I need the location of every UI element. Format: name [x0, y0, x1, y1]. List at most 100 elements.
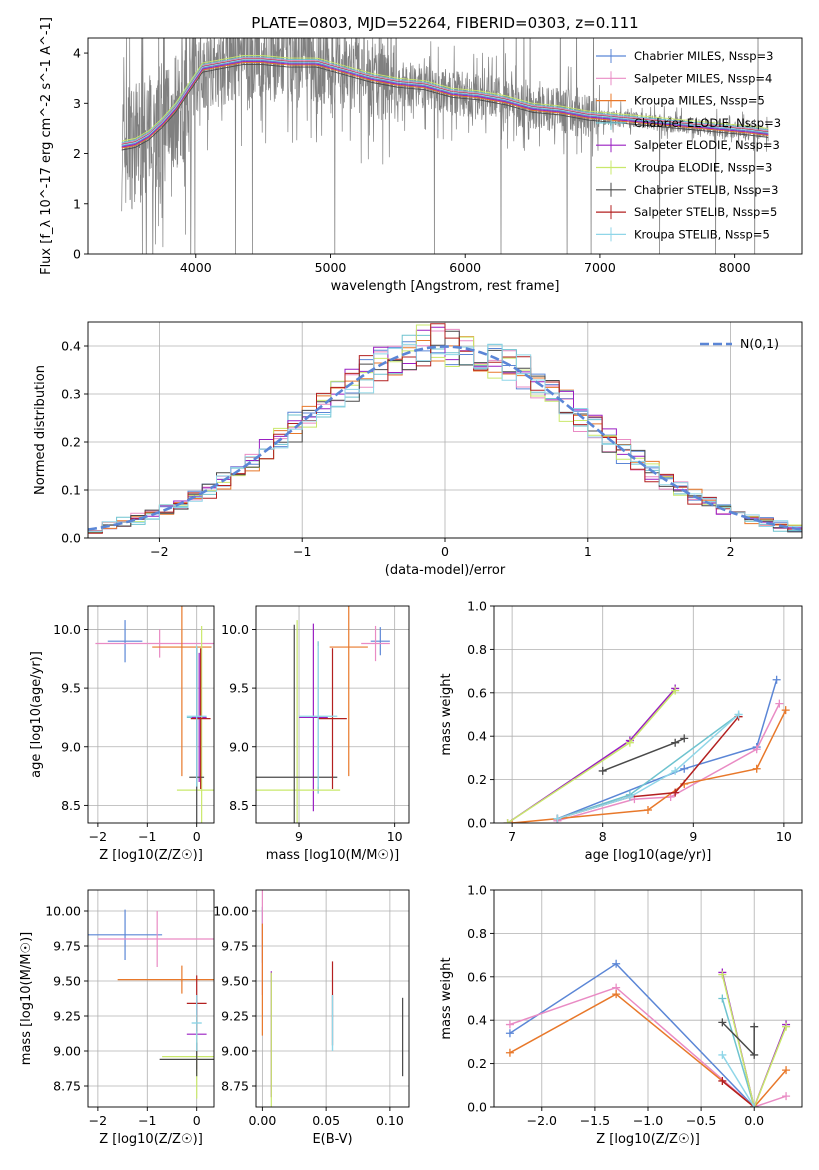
weight-marker — [505, 1029, 514, 1038]
weight-line-7 — [557, 716, 740, 820]
weight-marker — [598, 766, 607, 775]
axes-frame — [255, 889, 410, 1108]
x-tick-label: 6000 — [449, 260, 481, 275]
x-tick-label: 0.10 — [376, 1113, 404, 1128]
plot-area — [88, 323, 802, 537]
age-vs-metallicity-panel: −2 −1 0 8.5 9.0 9.5 10.0 Z [log10(Z/Z☉)] age [lo… — [29, 605, 215, 863]
weight-marker — [671, 766, 680, 775]
weight-marker — [505, 1048, 514, 1057]
y-tick-label: 0.0 — [467, 1100, 487, 1115]
legend-normal-label: N(0,1) — [740, 336, 779, 351]
y-tick-label: 0.3 — [61, 387, 81, 402]
y-tick-label: 10.0 — [53, 622, 81, 637]
weight-marker — [718, 970, 727, 979]
legend-label-8: Kroupa STELIB, Nssp=5 — [634, 227, 770, 241]
y-tick-label: 9.50 — [53, 974, 81, 989]
x-axis-label: Z [log10(Z/Z☉)] — [596, 1132, 700, 1147]
legend-label-5: Kroupa ELODIE, Nssp=3 — [634, 161, 772, 175]
plot-area — [503, 675, 790, 823]
legend-label-2: Kroupa MILES, Nssp=5 — [634, 94, 765, 108]
x-tick-label: 1 — [584, 544, 592, 559]
y-tick-label: 0.4 — [467, 1013, 487, 1028]
y-tick-label: 1 — [73, 196, 81, 211]
y-tick-label: 0.6 — [467, 685, 487, 700]
plot-area — [261, 890, 404, 1107]
x-tick-label: 0.00 — [248, 1113, 276, 1128]
residuals-panel: −2 −1 0 1 2 0.0 0.1 0.2 0.3 0.4 (data-model)/error… — [33, 321, 803, 578]
x-tick-label: −1.0 — [633, 1113, 663, 1128]
y-tick-label: 10.0 — [221, 622, 249, 637]
legend-label-3: Chabrier ELODIE, Nssp=3 — [634, 116, 781, 130]
weight-marker — [718, 1076, 727, 1085]
x-tick-label: −0.5 — [686, 1113, 716, 1128]
y-axis-label: Flux [f_λ 10^-17 erg cm^-2 s^-1 A^-1] — [39, 17, 54, 275]
y-tick-label: 9.00 — [221, 1044, 249, 1059]
weight-line-5 — [507, 690, 676, 823]
y-tick-label: 9.00 — [53, 1044, 81, 1059]
y-tick-label: 8.75 — [53, 1079, 81, 1094]
mass-vs-ebv-panel: 0.00 0.05 0.10 8.75 9.00 9.25 9.50 9.75 10.00 E(B… — [213, 889, 410, 1147]
weight-line-2 — [509, 993, 787, 1107]
weight-line-1 — [509, 986, 787, 1107]
x-tick-label: −2 — [150, 544, 168, 559]
x-tick-label: −2.0 — [527, 1113, 557, 1128]
x-tick-label: 10 — [387, 829, 403, 844]
x-tick-label: 7 — [508, 829, 516, 844]
x-tick-label: 0.05 — [312, 1113, 340, 1128]
model-spectrum-line-5 — [121, 55, 769, 142]
weight-marker — [612, 990, 621, 999]
weight-marker — [781, 706, 790, 715]
weight-marker — [772, 675, 781, 684]
weight-line-3 — [721, 998, 755, 1107]
y-tick-label: 0.1 — [61, 483, 81, 498]
axes-frame — [87, 605, 215, 824]
x-tick-label: 4000 — [180, 260, 212, 275]
x-axis-label: age [log10(age/yr)] — [585, 848, 712, 863]
weight-marker — [671, 686, 680, 695]
y-tick-label: 9.5 — [229, 681, 249, 696]
weight-marker — [680, 764, 689, 773]
x-tick-label: 8000 — [719, 260, 751, 275]
weight-line-0 — [509, 962, 755, 1107]
x-tick-label: 10 — [776, 829, 792, 844]
weight-marker — [718, 1050, 727, 1059]
spectrum-panel: 4000 5000 6000 7000 8000 0 1 2 3 4 wavelength [Ang… — [39, 17, 803, 294]
weight-marker — [782, 1066, 791, 1075]
mass-vs-metallicity-panel: −2 −1 0 8.75 9.00 9.25 9.50 9.75 10.00 Z [log10(Z… — [19, 889, 215, 1147]
plot-area — [95, 606, 214, 823]
weight-marker — [750, 1103, 759, 1107]
y-tick-label: 0.0 — [61, 531, 81, 546]
model-spectrum-line-8 — [121, 59, 769, 146]
x-tick-label: 0.0 — [744, 1113, 764, 1128]
x-tick-label: 9 — [295, 829, 303, 844]
y-tick-label: 10.00 — [213, 904, 249, 919]
weight-marker — [775, 699, 784, 708]
y-axis-label: mass weight — [439, 673, 454, 755]
y-tick-label: 9.0 — [61, 739, 81, 754]
axes-frame — [87, 889, 215, 1108]
y-tick-label: 0.2 — [467, 772, 487, 787]
y-tick-label: 9.50 — [221, 974, 249, 989]
weight-marker — [503, 819, 512, 823]
weight-marker — [782, 1022, 791, 1031]
y-tick-label: 9.25 — [53, 1009, 81, 1024]
legend-label-0: Chabrier MILES, Nssp=3 — [634, 49, 773, 63]
x-tick-label: 0 — [441, 544, 449, 559]
y-tick-label: 0.8 — [467, 926, 487, 941]
y-tick-label: 8.75 — [221, 1079, 249, 1094]
plot-area — [121, 38, 769, 254]
weight-marker — [750, 1022, 759, 1031]
model-spectrum-line-1 — [121, 57, 769, 144]
weight-marker — [734, 710, 743, 719]
y-tick-label: 1.0 — [467, 883, 487, 898]
weight-marker — [612, 959, 621, 968]
y-axis-label: mass weight — [439, 957, 454, 1039]
x-axis-label: Z [log10(Z/Z☉)] — [99, 848, 203, 863]
weight-marker — [680, 734, 689, 743]
weight-marker — [671, 788, 680, 797]
weight-marker — [752, 764, 761, 773]
y-tick-label: 0.4 — [467, 729, 487, 744]
x-tick-label: 0 — [193, 829, 201, 844]
weight-marker — [750, 1050, 759, 1059]
